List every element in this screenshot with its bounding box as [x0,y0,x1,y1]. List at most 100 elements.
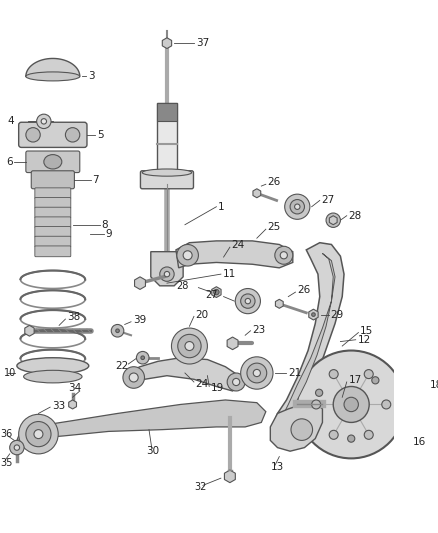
Text: 11: 11 [223,269,236,279]
Text: 12: 12 [357,335,371,345]
Circle shape [348,435,355,442]
Text: 36: 36 [1,429,13,439]
Circle shape [171,328,208,364]
Text: 23: 23 [252,325,265,335]
Circle shape [253,369,261,377]
Circle shape [37,114,51,128]
Text: 26: 26 [268,177,281,188]
Text: 5: 5 [97,130,103,140]
Polygon shape [151,252,183,286]
Polygon shape [227,337,238,350]
Text: 19: 19 [211,383,224,393]
Text: 16: 16 [412,437,426,447]
Polygon shape [127,358,242,391]
Text: 20: 20 [196,310,209,320]
Text: 17: 17 [349,375,362,385]
Polygon shape [176,241,293,268]
Circle shape [245,298,251,304]
Polygon shape [134,277,145,289]
Text: 29: 29 [331,310,344,320]
Text: 22: 22 [116,361,129,371]
Circle shape [136,351,149,364]
Circle shape [41,119,46,124]
Circle shape [312,313,315,317]
Circle shape [315,389,323,397]
Text: 26: 26 [297,285,311,295]
Circle shape [26,422,51,447]
Circle shape [285,194,310,219]
Circle shape [129,373,138,382]
Text: 35: 35 [1,458,13,468]
Text: 24: 24 [232,240,245,251]
Polygon shape [309,309,318,320]
FancyBboxPatch shape [141,171,194,189]
Text: 24: 24 [196,379,209,389]
Ellipse shape [26,72,80,81]
FancyBboxPatch shape [35,207,71,218]
Polygon shape [13,443,21,452]
Polygon shape [69,400,77,409]
Circle shape [34,430,43,439]
Text: 13: 13 [270,462,283,472]
Polygon shape [17,400,266,440]
Circle shape [297,351,405,458]
Text: 10: 10 [4,368,17,378]
Polygon shape [224,470,235,483]
Polygon shape [278,254,335,431]
Circle shape [364,430,373,439]
Circle shape [235,288,261,314]
Text: 37: 37 [196,38,209,48]
Text: 28: 28 [176,281,188,291]
Circle shape [160,267,174,281]
Circle shape [183,251,192,260]
Circle shape [227,373,245,391]
Text: 4: 4 [8,116,14,126]
Text: 32: 32 [194,482,206,492]
Circle shape [164,271,170,277]
Text: 15: 15 [360,326,374,336]
FancyBboxPatch shape [35,217,71,228]
Circle shape [177,245,198,266]
FancyBboxPatch shape [35,227,71,237]
Circle shape [326,213,340,228]
Circle shape [247,363,267,383]
Circle shape [185,342,194,351]
Ellipse shape [142,169,192,176]
Circle shape [111,325,124,337]
Text: 28: 28 [349,211,362,221]
Text: 18: 18 [430,379,438,390]
Text: 21: 21 [288,368,301,378]
Circle shape [240,357,273,389]
Text: 7: 7 [92,175,99,185]
Text: 34: 34 [68,383,81,393]
Polygon shape [253,189,261,198]
Circle shape [19,414,58,454]
Text: 27: 27 [321,195,335,205]
Circle shape [116,329,119,333]
Text: 30: 30 [146,446,159,456]
Circle shape [233,378,240,385]
Text: 6: 6 [6,157,13,167]
Text: 8: 8 [101,220,108,230]
Circle shape [240,294,255,308]
Circle shape [382,400,391,409]
Circle shape [178,334,201,358]
Text: 25: 25 [268,222,281,232]
Circle shape [290,199,304,214]
Polygon shape [329,216,337,225]
Circle shape [329,430,338,439]
Bar [157,103,177,122]
Polygon shape [272,243,344,431]
Text: 33: 33 [52,401,65,411]
Circle shape [280,252,287,259]
Text: 9: 9 [106,229,113,239]
Circle shape [275,246,293,264]
Circle shape [312,400,321,409]
Polygon shape [162,38,172,49]
FancyBboxPatch shape [35,188,71,199]
Circle shape [141,356,145,360]
FancyBboxPatch shape [26,151,80,173]
Text: 39: 39 [133,315,146,325]
Circle shape [10,440,24,455]
Polygon shape [408,395,424,414]
